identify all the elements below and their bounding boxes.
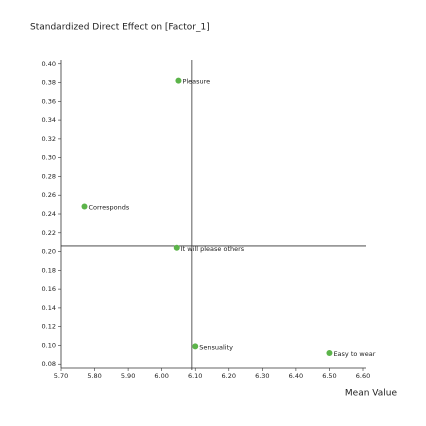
y-tick-label: 0.36: [42, 97, 56, 105]
point-label: Pleasure: [182, 78, 210, 86]
x-tick-label: 6.60: [356, 372, 370, 380]
point: [81, 203, 88, 210]
point: [326, 349, 333, 356]
y-tick-label: 0.16: [42, 285, 56, 293]
y-tick-label: 0.22: [42, 229, 56, 237]
y-tick-label: 0.14: [42, 304, 56, 312]
y-tick-label: 0.38: [42, 79, 56, 87]
point-label: It will please others: [181, 245, 245, 253]
chart-title: Standardized Direct Effect on [Factor_1]: [30, 23, 210, 33]
x-tick-label: 6.50: [322, 372, 336, 380]
y-tick-label: 0.18: [42, 266, 56, 274]
x-tick-label: 5.80: [87, 372, 101, 380]
x-tick-label: 5.70: [54, 372, 68, 380]
y-tick-label: 0.32: [42, 135, 56, 143]
y-tick-label: 0.40: [42, 60, 56, 68]
point: [175, 77, 182, 84]
x-tick-label: 6.00: [154, 372, 168, 380]
point: [192, 343, 199, 350]
y-tick-label: 0.12: [42, 323, 56, 331]
x-tick-label: 6.10: [188, 372, 202, 380]
x-axis-label: Mean Value: [345, 389, 398, 399]
x-tick-label: 6.30: [255, 372, 269, 380]
x-tick-label: 6.20: [222, 372, 236, 380]
point-label: Corresponds: [88, 203, 129, 211]
y-tick-label: 0.08: [42, 360, 56, 368]
y-tick-label: 0.24: [42, 210, 56, 218]
point-label: Easy to wear: [333, 350, 375, 358]
y-tick-label: 0.30: [42, 154, 56, 162]
y-tick-label: 0.28: [42, 172, 56, 180]
y-tick-label: 0.10: [42, 341, 56, 349]
y-tick-label: 0.26: [42, 191, 56, 199]
x-tick-label: 5.90: [121, 372, 135, 380]
y-tick-label: 0.34: [42, 116, 56, 124]
y-tick-label: 0.20: [42, 248, 56, 256]
x-tick-label: 6.40: [289, 372, 303, 380]
point-label: Sensuality: [199, 343, 233, 351]
point: [173, 244, 180, 251]
